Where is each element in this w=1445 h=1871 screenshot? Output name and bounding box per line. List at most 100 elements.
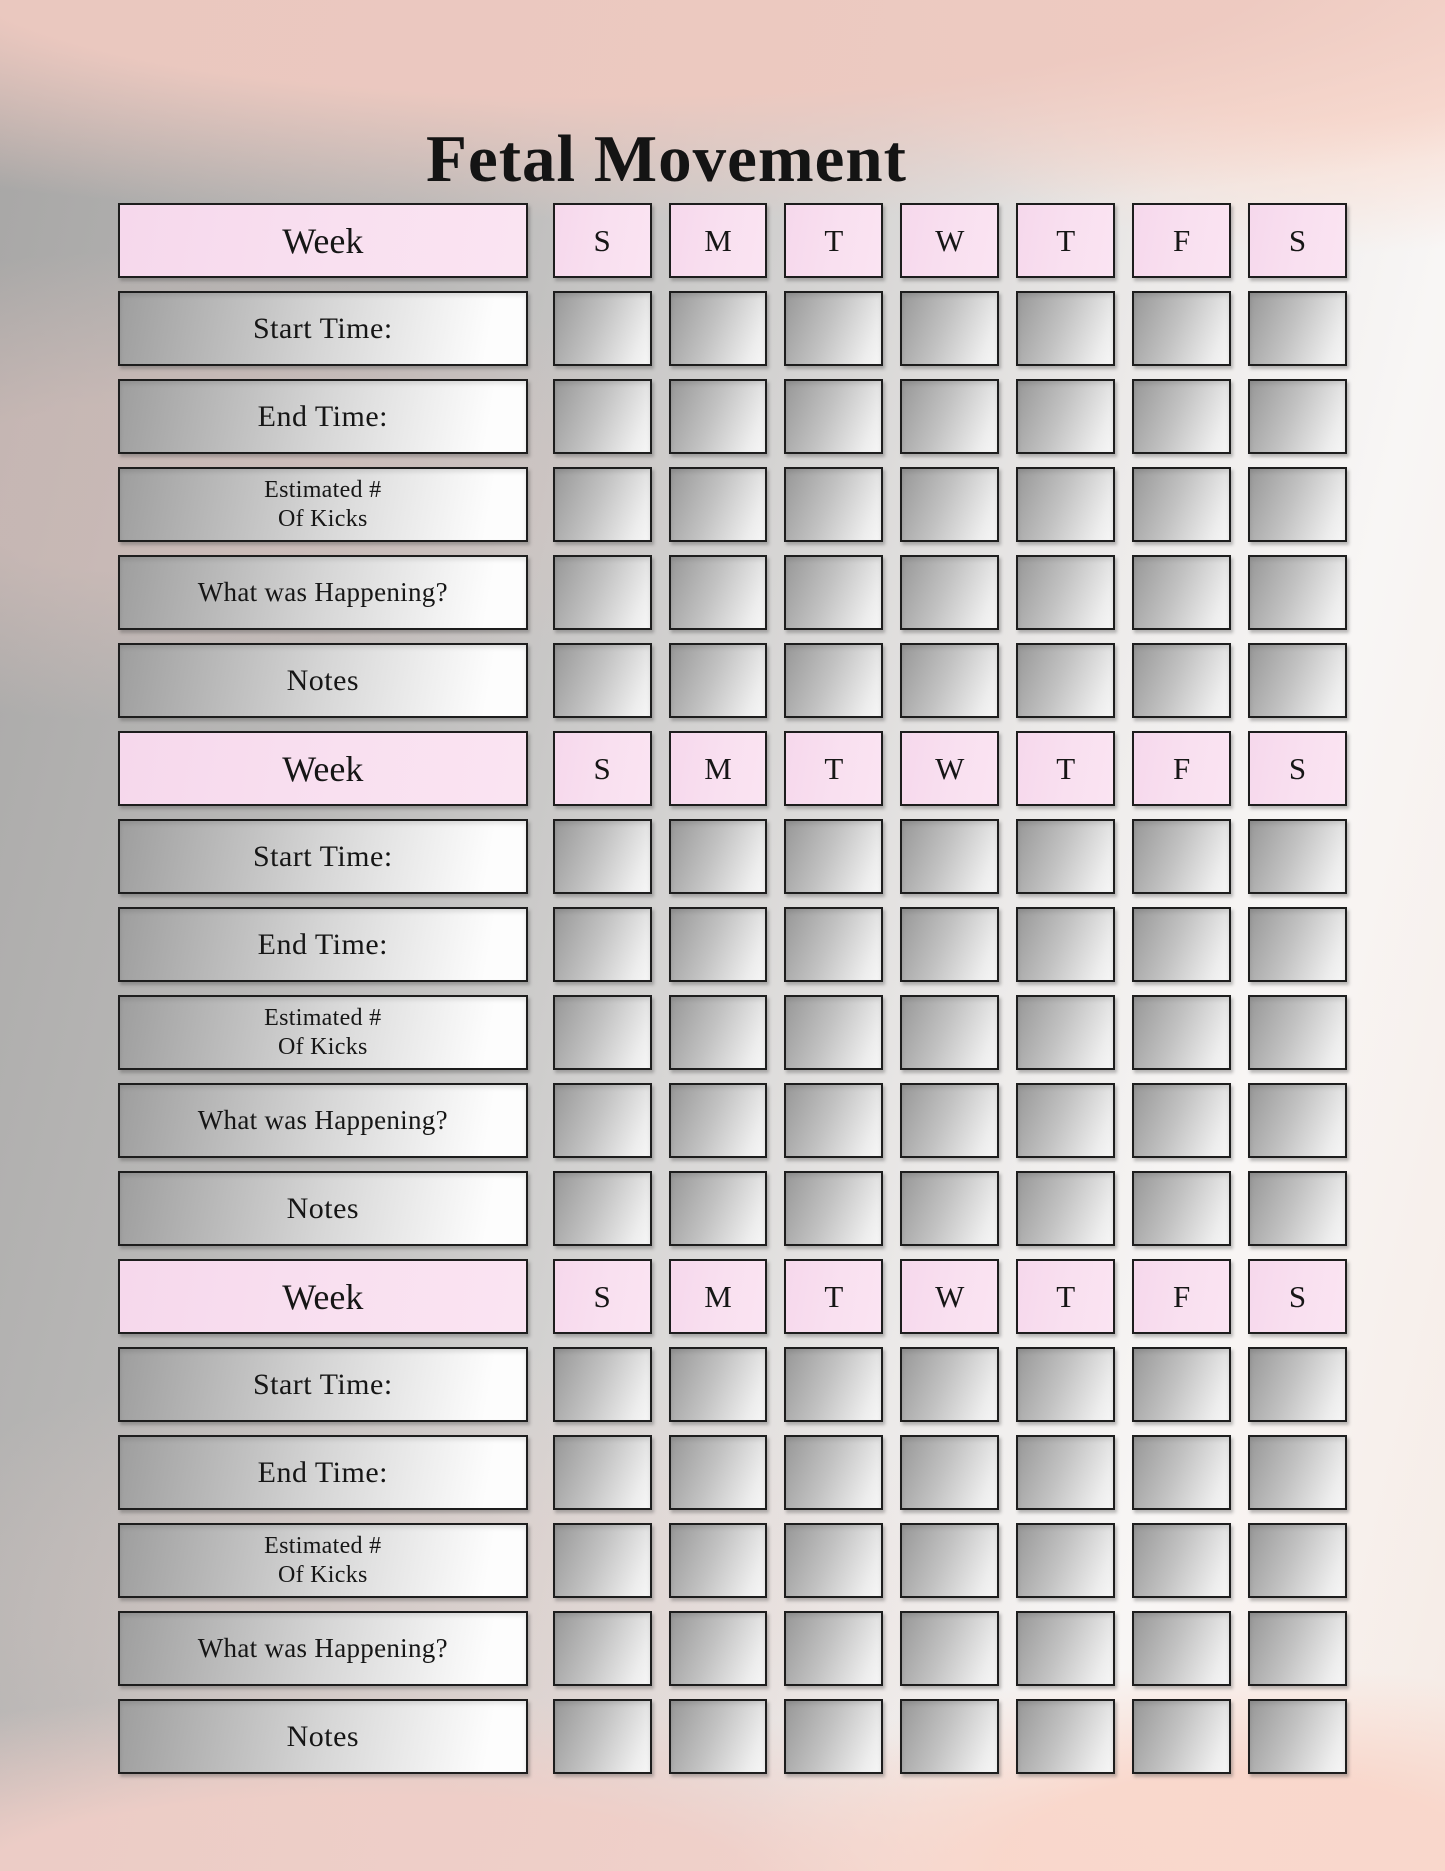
entry-cell[interactable] [668,291,768,366]
entry-cell[interactable] [668,1523,768,1598]
entry-cell[interactable] [668,379,768,454]
entry-cell[interactable] [668,555,768,630]
entry-cell[interactable] [900,379,1000,454]
entry-cell[interactable] [784,907,884,982]
entry-cell[interactable] [1132,1347,1232,1422]
entry-cell[interactable] [1132,291,1232,366]
entry-cell[interactable] [900,555,1000,630]
entry-cell[interactable] [784,643,884,718]
entry-cell[interactable] [668,1347,768,1422]
entry-cell[interactable] [1248,1699,1347,1774]
entry-cell[interactable] [1016,1083,1116,1158]
entry-cell[interactable] [1132,1435,1232,1510]
entry-cell[interactable] [1248,907,1347,982]
entry-cell[interactable] [784,995,884,1070]
entry-cell[interactable] [1132,907,1232,982]
entry-cell[interactable] [784,291,884,366]
entry-cell[interactable] [900,1611,1000,1686]
entry-cell[interactable] [1132,379,1232,454]
entry-cell[interactable] [900,291,1000,366]
entry-cell[interactable] [1248,995,1347,1070]
entry-cell[interactable] [900,1699,1000,1774]
entry-cell[interactable] [552,555,652,630]
entry-cell[interactable] [900,1523,1000,1598]
entry-cell[interactable] [1016,1523,1116,1598]
entry-cell[interactable] [552,291,652,366]
entry-cell[interactable] [1016,1347,1116,1422]
entry-cell[interactable] [1248,643,1347,718]
entry-cell[interactable] [668,1611,768,1686]
entry-cell[interactable] [668,819,768,894]
entry-cell[interactable] [1016,1171,1116,1246]
entry-cell[interactable] [900,995,1000,1070]
entry-cell[interactable] [552,1171,652,1246]
entry-cell[interactable] [1016,467,1116,542]
entry-cell[interactable] [784,379,884,454]
entry-cell[interactable] [1248,1611,1347,1686]
entry-cell[interactable] [900,467,1000,542]
entry-cell[interactable] [1248,1083,1347,1158]
entry-cell[interactable] [1132,1611,1232,1686]
entry-cell[interactable] [552,1347,652,1422]
entry-cell[interactable] [784,1083,884,1158]
entry-cell[interactable] [1248,555,1347,630]
entry-cell[interactable] [552,1699,652,1774]
entry-cell[interactable] [1016,555,1116,630]
entry-cell[interactable] [1248,379,1347,454]
entry-cell[interactable] [900,1435,1000,1510]
entry-cell[interactable] [1248,1435,1347,1510]
entry-cell[interactable] [1016,643,1116,718]
entry-cell[interactable] [552,995,652,1070]
entry-cell[interactable] [1248,1171,1347,1246]
entry-cell[interactable] [784,1699,884,1774]
entry-cell[interactable] [1132,555,1232,630]
entry-cell[interactable] [668,1699,768,1774]
entry-cell[interactable] [552,907,652,982]
entry-cell[interactable] [668,1435,768,1510]
entry-cell[interactable] [900,907,1000,982]
entry-cell[interactable] [784,819,884,894]
entry-cell[interactable] [1132,995,1232,1070]
entry-cell[interactable] [1248,819,1347,894]
entry-cell[interactable] [552,467,652,542]
entry-cell[interactable] [668,467,768,542]
entry-cell[interactable] [784,1611,884,1686]
entry-cell[interactable] [784,1347,884,1422]
entry-cell[interactable] [668,907,768,982]
entry-cell[interactable] [1132,643,1232,718]
entry-cell[interactable] [1132,1171,1232,1246]
entry-cell[interactable] [1248,467,1347,542]
entry-cell[interactable] [900,819,1000,894]
entry-cell[interactable] [1016,819,1116,894]
entry-cell[interactable] [1016,1699,1116,1774]
entry-cell[interactable] [1016,1611,1116,1686]
entry-cell[interactable] [1132,1083,1232,1158]
entry-cell[interactable] [552,643,652,718]
entry-cell[interactable] [784,555,884,630]
entry-cell[interactable] [900,643,1000,718]
entry-cell[interactable] [1016,379,1116,454]
entry-cell[interactable] [1016,291,1116,366]
entry-cell[interactable] [1132,1523,1232,1598]
entry-cell[interactable] [552,819,652,894]
entry-cell[interactable] [668,1083,768,1158]
entry-cell[interactable] [1248,1347,1347,1422]
entry-cell[interactable] [784,1171,884,1246]
entry-cell[interactable] [1016,907,1116,982]
entry-cell[interactable] [1248,291,1347,366]
entry-cell[interactable] [552,1611,652,1686]
entry-cell[interactable] [1248,1523,1347,1598]
entry-cell[interactable] [552,1523,652,1598]
entry-cell[interactable] [668,995,768,1070]
entry-cell[interactable] [552,1083,652,1158]
entry-cell[interactable] [1132,467,1232,542]
entry-cell[interactable] [1016,995,1116,1070]
entry-cell[interactable] [900,1347,1000,1422]
entry-cell[interactable] [784,1435,884,1510]
entry-cell[interactable] [900,1083,1000,1158]
entry-cell[interactable] [1016,1435,1116,1510]
entry-cell[interactable] [784,467,884,542]
entry-cell[interactable] [668,1171,768,1246]
entry-cell[interactable] [784,1523,884,1598]
entry-cell[interactable] [668,643,768,718]
